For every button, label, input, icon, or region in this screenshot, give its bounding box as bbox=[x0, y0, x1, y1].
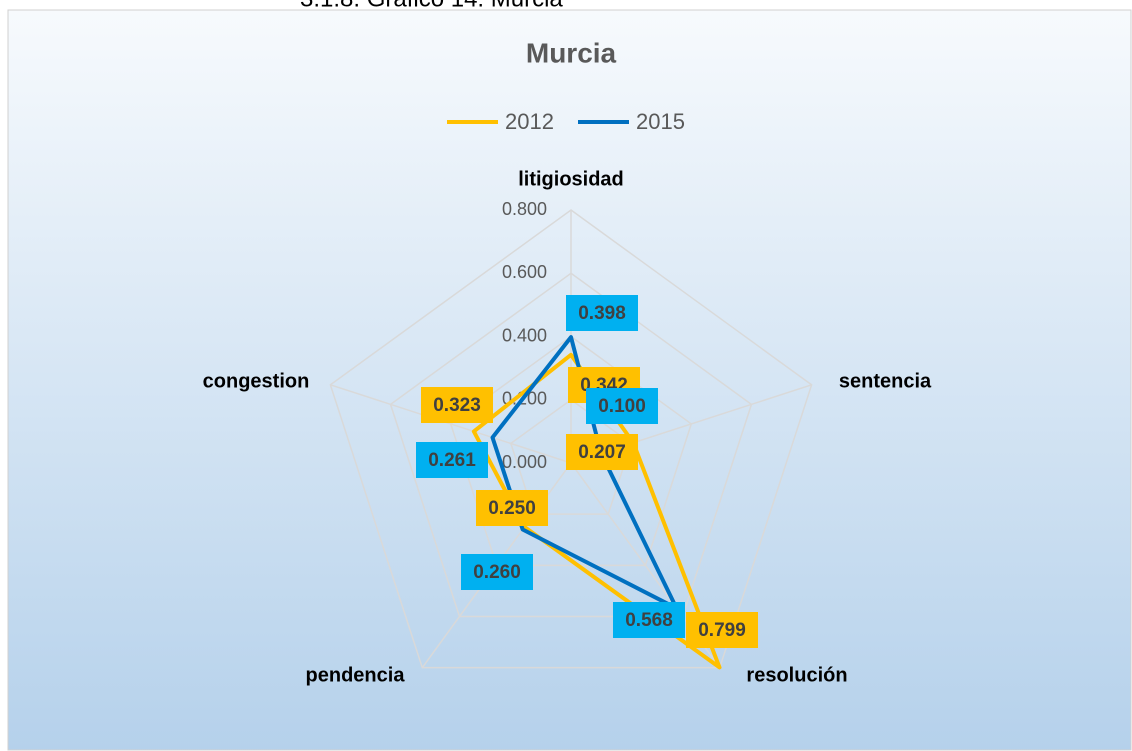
category-label: sentencia bbox=[839, 370, 932, 392]
category-label: litigiosidad bbox=[518, 168, 624, 190]
category-label: pendencia bbox=[306, 664, 406, 686]
data-label: 0.261 bbox=[428, 450, 476, 471]
data-label: 0.568 bbox=[625, 610, 673, 631]
data-label-box bbox=[476, 490, 548, 526]
heading: 3.1.8. Gráfico 14: Murcia bbox=[300, 0, 563, 12]
tick-label: 0.600 bbox=[502, 262, 547, 282]
series-line bbox=[490, 335, 679, 611]
data-label: 0.207 bbox=[578, 442, 626, 463]
chart-title: Murcia bbox=[526, 37, 617, 68]
tick-label: 0.000 bbox=[502, 452, 547, 472]
data-label: 0.323 bbox=[433, 395, 481, 416]
data-label-box bbox=[566, 295, 638, 331]
data-label: 0.398 bbox=[578, 303, 626, 324]
tick-label: 0.800 bbox=[502, 199, 547, 219]
data-label-box bbox=[686, 612, 758, 648]
data-label-box bbox=[613, 602, 685, 638]
data-label: 0.799 bbox=[698, 620, 746, 641]
marks: 0.3420.2070.7990.2500.3230.3980.1000.568… bbox=[416, 295, 758, 670]
data-label: 0.260 bbox=[473, 562, 521, 583]
data-label-box bbox=[566, 434, 638, 470]
legend-label: 2015 bbox=[636, 109, 685, 134]
category-label: resolución bbox=[746, 664, 847, 686]
grid-ring bbox=[329, 209, 813, 669]
data-label-box bbox=[421, 387, 493, 423]
grid-ring bbox=[389, 272, 753, 618]
data-label: 0.250 bbox=[488, 498, 536, 519]
data-label-box bbox=[461, 554, 533, 590]
legend-label: 2012 bbox=[505, 109, 554, 134]
data-label-box bbox=[586, 388, 658, 424]
tick-label: 0.400 bbox=[502, 325, 547, 345]
category-label: congestion bbox=[203, 370, 310, 392]
data-label: 0.100 bbox=[598, 396, 646, 417]
data-label-box bbox=[416, 442, 488, 478]
spoke bbox=[330, 384, 572, 464]
